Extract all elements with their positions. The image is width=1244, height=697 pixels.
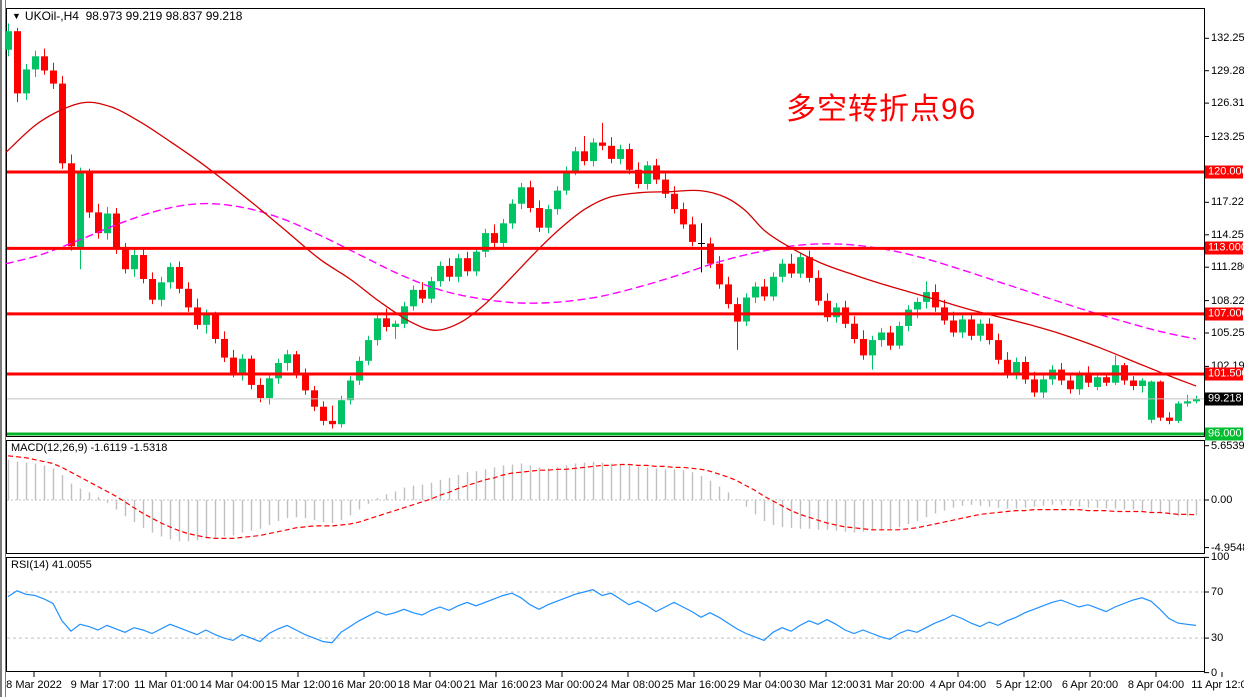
macd-indicator-label: MACD(12,26,9) -1.6119 -1.5318 [11, 442, 168, 454]
price-tick-label: 129.280 [1211, 64, 1244, 77]
rsi-axis-label: 100 [1211, 551, 1230, 564]
panel-frames [6, 8, 1205, 672]
time-axis-label: 11 Apr 12:00 [1191, 679, 1244, 691]
price-tag-96.000: 96.000 [1205, 427, 1243, 441]
price-tick-label: 132.250 [1211, 32, 1244, 45]
time-axis-label: 8 Mar 2022 [6, 679, 62, 691]
rsi-axis-label: 30 [1211, 632, 1224, 645]
time-axis-label: 8 Apr 04:00 [1127, 679, 1185, 691]
price-tick-label: 117.220 [1211, 196, 1244, 209]
rsi-indicator-label: RSI(14) 41.0055 [11, 559, 92, 571]
price-tag-120.000: 120.000 [1205, 165, 1244, 179]
time-axis-label: 15 Mar 12:00 [265, 679, 331, 691]
macd-axis-label: -4.9548 [1211, 541, 1244, 554]
time-axis-label: 9 Mar 17:00 [70, 679, 130, 691]
window-left-edge [0, 0, 6, 697]
horizontal-level-lines [7, 170, 1204, 436]
time-axis-label: 14 Mar 04:00 [199, 679, 265, 691]
time-axis-label: 31 Mar 20:00 [859, 679, 925, 691]
macd-panel [7, 455, 1204, 542]
annotation-text: 多空转折点96 [786, 93, 977, 126]
candles-layer [5, 23, 1200, 429]
price-tag-107.000: 107.000 [1205, 307, 1244, 321]
time-axis-label: 5 Apr 12:00 [995, 679, 1053, 691]
price-tick-label: 126.310 [1211, 97, 1244, 110]
time-axis-label: 21 Mar 16:00 [463, 679, 529, 691]
rsi-axis-label: 70 [1211, 586, 1224, 598]
macd-axis-label: 5.6539 [1211, 439, 1244, 452]
time-axis-label: 23 Mar 00:00 [529, 679, 595, 691]
time-axis-label: 24 Mar 08:00 [595, 679, 661, 691]
ohlc-readout: 98.973 99.219 98.837 99.218 [85, 9, 243, 23]
price-tick-label: 114.250 [1211, 228, 1244, 241]
time-axis-label: 6 Apr 20:00 [1061, 679, 1119, 691]
price-tag-101.500: 101.500 [1205, 367, 1244, 381]
time-axis-label: 25 Mar 16:00 [661, 679, 727, 691]
time-axis-label: 4 Apr 04:00 [929, 679, 987, 691]
price-tick-label: 123.250 [1211, 130, 1244, 143]
price-tick-label: 105.250 [1211, 327, 1244, 339]
time-axis-label: 16 Mar 20:00 [331, 679, 397, 691]
macd-axis-label: 0.00 [1211, 494, 1233, 506]
chevron-down-icon[interactable]: ▼ [12, 11, 21, 21]
ma-slow-magenta-line [5, 202, 1197, 340]
rsi-axis-label: 0 [1211, 666, 1218, 679]
price-tick-label: 111.280 [1211, 261, 1244, 274]
ma-fast-red-line [5, 101, 1197, 387]
rsi-panel [7, 589, 1204, 644]
time-axis-label: 11 Mar 01:00 [133, 679, 199, 691]
price-tick-label: 108.220 [1211, 294, 1244, 307]
time-axis-label: 30 Mar 12:00 [793, 679, 859, 691]
time-axis-label: 29 Mar 04:00 [727, 679, 793, 691]
symbol-name: UKOil-,H4 [24, 9, 79, 23]
time-axis-label: 18 Mar 04:00 [397, 679, 463, 691]
symbol-title-bar[interactable]: ▼ UKOil-,H4 98.973 99.219 98.837 99.218 [12, 9, 242, 23]
price-tag-113.000: 113.000 [1205, 241, 1244, 255]
axis-tick-marks [33, 37, 1223, 677]
price-tag-99.218: 99.218 [1205, 392, 1243, 406]
